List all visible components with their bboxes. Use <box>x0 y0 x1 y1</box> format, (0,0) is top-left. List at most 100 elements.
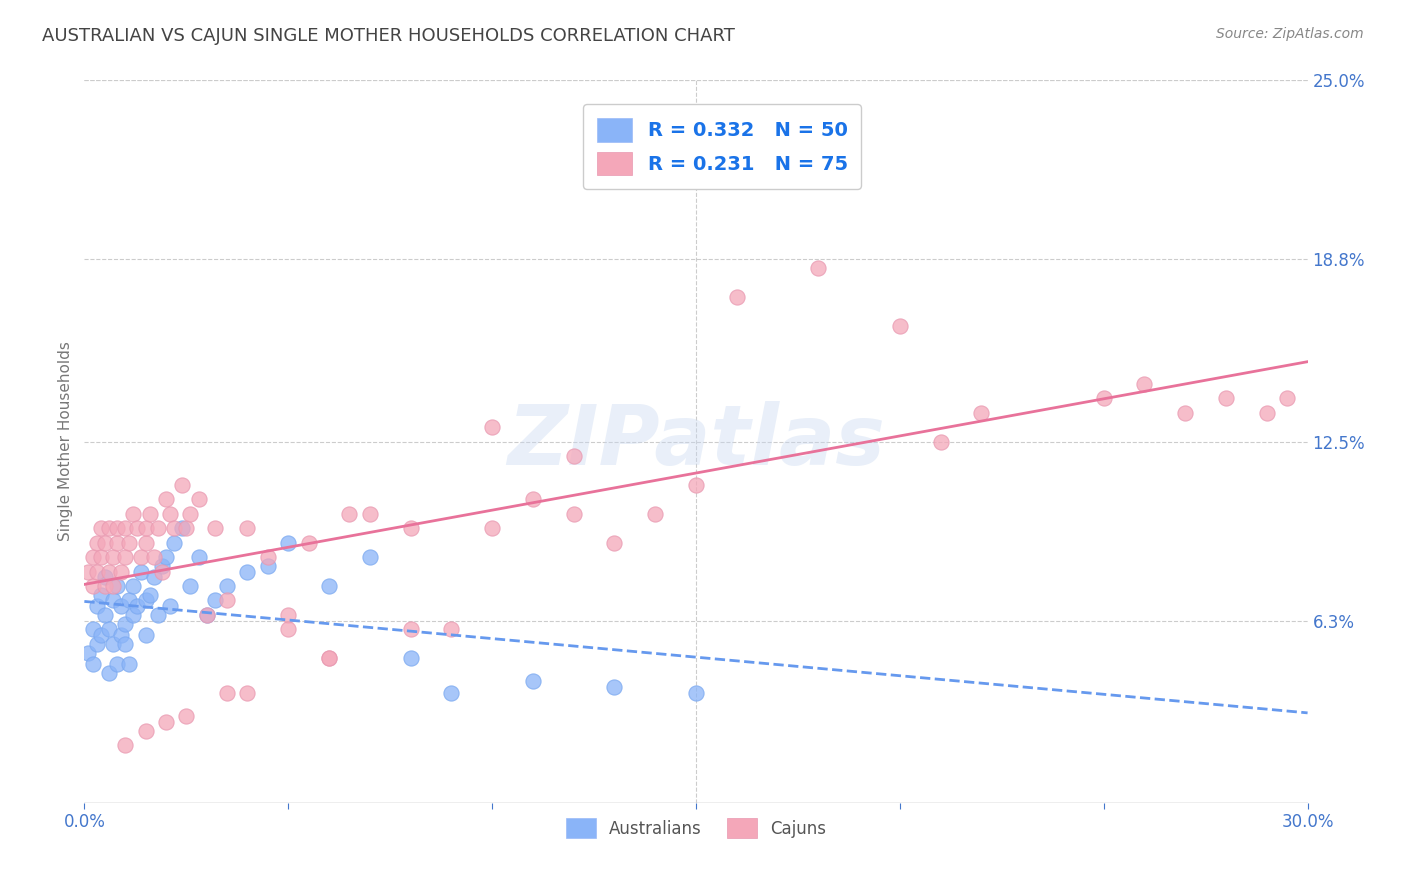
Point <box>172 478 194 492</box>
Point <box>114 637 136 651</box>
Point <box>685 686 707 700</box>
Point <box>114 738 136 752</box>
Point <box>359 550 381 565</box>
Point <box>163 535 186 549</box>
Point <box>86 599 108 614</box>
Point <box>1256 406 1278 420</box>
Point <box>97 521 120 535</box>
Point <box>277 607 299 622</box>
Point <box>135 521 157 535</box>
Point <box>217 579 239 593</box>
Point <box>195 607 218 622</box>
Point <box>82 657 104 671</box>
Point <box>318 651 340 665</box>
Point <box>142 570 165 584</box>
Point <box>155 492 177 507</box>
Point <box>481 420 503 434</box>
Point <box>159 599 181 614</box>
Point <box>1215 391 1237 405</box>
Point <box>179 579 201 593</box>
Point <box>86 637 108 651</box>
Point <box>82 550 104 565</box>
Point <box>114 550 136 565</box>
Point <box>93 579 115 593</box>
Point <box>135 723 157 738</box>
Point <box>110 599 132 614</box>
Point <box>150 558 173 573</box>
Point <box>236 686 259 700</box>
Point <box>889 318 911 333</box>
Point <box>135 593 157 607</box>
Point <box>97 623 120 637</box>
Point <box>86 565 108 579</box>
Point <box>118 657 141 671</box>
Text: AUSTRALIAN VS CAJUN SINGLE MOTHER HOUSEHOLDS CORRELATION CHART: AUSTRALIAN VS CAJUN SINGLE MOTHER HOUSEH… <box>42 27 735 45</box>
Point <box>82 579 104 593</box>
Point <box>195 607 218 622</box>
Text: Source: ZipAtlas.com: Source: ZipAtlas.com <box>1216 27 1364 41</box>
Point <box>399 623 422 637</box>
Text: ZIPatlas: ZIPatlas <box>508 401 884 482</box>
Point <box>105 579 128 593</box>
Point <box>298 535 321 549</box>
Point <box>105 657 128 671</box>
Point <box>101 593 124 607</box>
Point <box>603 680 626 694</box>
Point <box>135 628 157 642</box>
Point <box>90 628 112 642</box>
Point <box>97 665 120 680</box>
Point <box>90 521 112 535</box>
Point <box>318 651 340 665</box>
Point <box>155 550 177 565</box>
Point <box>257 558 280 573</box>
Point <box>481 521 503 535</box>
Point <box>127 599 149 614</box>
Point <box>82 623 104 637</box>
Point <box>236 565 259 579</box>
Point <box>97 565 120 579</box>
Point <box>440 623 463 637</box>
Point <box>603 535 626 549</box>
Point <box>93 570 115 584</box>
Point <box>174 709 197 723</box>
Point <box>77 646 100 660</box>
Point <box>644 507 666 521</box>
Point <box>110 628 132 642</box>
Point <box>90 588 112 602</box>
Point <box>970 406 993 420</box>
Point <box>101 550 124 565</box>
Point <box>101 579 124 593</box>
Point <box>217 593 239 607</box>
Point <box>204 521 226 535</box>
Point <box>86 535 108 549</box>
Point <box>150 565 173 579</box>
Point <box>807 261 830 276</box>
Point <box>101 637 124 651</box>
Point <box>122 607 145 622</box>
Point <box>118 535 141 549</box>
Point <box>359 507 381 521</box>
Point <box>122 507 145 521</box>
Point <box>204 593 226 607</box>
Point <box>142 550 165 565</box>
Point <box>562 507 585 521</box>
Point <box>90 550 112 565</box>
Point <box>1277 391 1299 405</box>
Point <box>131 565 153 579</box>
Point <box>236 521 259 535</box>
Y-axis label: Single Mother Households: Single Mother Households <box>58 342 73 541</box>
Point <box>725 290 748 304</box>
Point <box>277 623 299 637</box>
Point <box>522 674 544 689</box>
Point <box>399 521 422 535</box>
Point <box>118 593 141 607</box>
Point <box>1174 406 1197 420</box>
Point <box>114 616 136 631</box>
Point <box>138 507 160 521</box>
Point <box>77 565 100 579</box>
Point <box>440 686 463 700</box>
Point <box>114 521 136 535</box>
Point <box>131 550 153 565</box>
Point <box>257 550 280 565</box>
Point <box>93 607 115 622</box>
